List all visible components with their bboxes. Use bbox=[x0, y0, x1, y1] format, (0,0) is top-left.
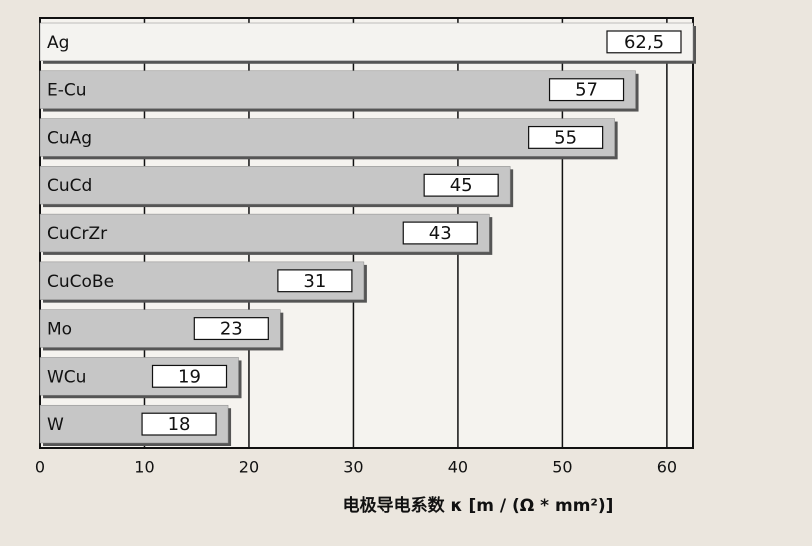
value-label-box bbox=[151, 364, 228, 388]
value-label: 23 bbox=[220, 319, 243, 340]
category-label: W bbox=[47, 415, 64, 435]
x-axis-title: 电极导电系数 κ [m / (Ω * mm²)] bbox=[343, 495, 614, 516]
category-label: CuCd bbox=[47, 176, 92, 196]
value-label: 57 bbox=[575, 80, 598, 101]
value-label-box bbox=[402, 221, 478, 245]
bar bbox=[39, 70, 636, 109]
bar bbox=[39, 22, 694, 62]
value-label: 18 bbox=[168, 414, 191, 435]
value-label-box bbox=[193, 317, 269, 341]
value-label: 19 bbox=[178, 366, 201, 387]
x-tick-label: 60 bbox=[657, 458, 677, 477]
value-label-box bbox=[141, 412, 217, 436]
value-label: 31 bbox=[303, 271, 326, 292]
x-tick-label: 30 bbox=[343, 458, 363, 477]
value-label-box bbox=[277, 269, 353, 293]
category-label: WCu bbox=[47, 367, 86, 387]
x-tick-label: 40 bbox=[448, 458, 468, 477]
category-label: CuAg bbox=[47, 128, 92, 148]
value-label: 55 bbox=[554, 127, 577, 148]
value-label-box bbox=[606, 30, 682, 54]
value-label-box bbox=[548, 78, 625, 102]
value-label-box bbox=[423, 173, 499, 197]
x-tick-label: 20 bbox=[239, 458, 259, 477]
value-label: 43 bbox=[429, 223, 452, 244]
category-label: Ag bbox=[47, 33, 69, 53]
category-label: CuCrZr bbox=[47, 224, 107, 244]
category-label: E-Cu bbox=[47, 81, 87, 101]
x-tick-label: 0 bbox=[35, 458, 45, 477]
x-tick-label: 10 bbox=[134, 458, 154, 477]
category-label: CuCoBe bbox=[47, 272, 114, 292]
value-label: 45 bbox=[450, 175, 473, 196]
bar bbox=[39, 118, 615, 157]
value-label: 62,5 bbox=[624, 32, 664, 53]
x-tick-label: 50 bbox=[552, 458, 572, 477]
value-label-box bbox=[528, 125, 604, 149]
category-label: Mo bbox=[47, 320, 72, 340]
